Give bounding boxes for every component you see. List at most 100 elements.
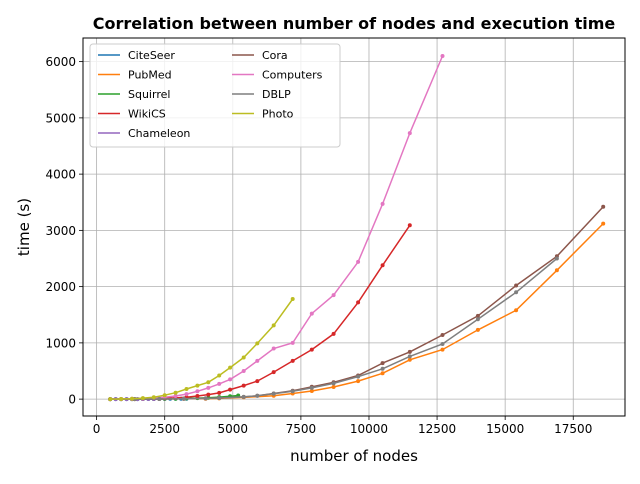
data-point-photo: [141, 396, 145, 400]
data-point-wikics: [242, 384, 246, 388]
legend-label-wikics: WikiCS: [128, 108, 166, 121]
data-point-photo: [291, 297, 295, 301]
data-point-computers: [310, 312, 314, 316]
data-point-cora: [381, 361, 385, 365]
data-point-pubmed: [441, 348, 445, 352]
legend-label-chameleon: Chameleon: [128, 127, 190, 140]
data-point-computers: [217, 382, 221, 386]
data-point-wikics: [206, 393, 210, 397]
data-point-photo: [242, 356, 246, 360]
legend-label-pubmed: PubMed: [128, 69, 172, 82]
data-point-wikics: [332, 332, 336, 336]
data-point-photo: [152, 395, 156, 399]
data-point-wikics: [255, 379, 259, 383]
x-tick-label: 7500: [286, 422, 317, 436]
data-point-photo: [228, 366, 232, 370]
x-tick-label: 5000: [218, 422, 249, 436]
data-point-computers: [408, 131, 412, 135]
data-point-computers: [381, 202, 385, 206]
y-tick-label: 1000: [45, 336, 76, 350]
data-point-photo: [217, 374, 221, 378]
legend-label-computers: Computers: [262, 69, 323, 82]
x-tick-label: 0: [93, 422, 101, 436]
y-tick-label: 6000: [45, 55, 76, 69]
data-point-computers: [332, 293, 336, 297]
data-point-photo: [174, 391, 178, 395]
data-point-dblp: [356, 375, 360, 379]
data-point-wikics: [381, 263, 385, 267]
data-point-dblp: [291, 389, 295, 393]
legend-label-dblp: DBLP: [262, 88, 291, 101]
data-point-computers: [255, 359, 259, 363]
data-point-computers: [185, 392, 189, 396]
data-point-cora: [408, 350, 412, 354]
data-point-wikics: [310, 348, 314, 352]
data-point-pubmed: [332, 385, 336, 389]
data-point-wikics: [408, 223, 412, 227]
data-point-dblp: [157, 397, 161, 401]
data-point-dblp: [255, 394, 259, 398]
data-point-pubmed: [555, 268, 559, 272]
data-point-photo: [108, 397, 112, 401]
legend-label-cora: Cora: [262, 49, 288, 62]
y-axis-label: time (s): [15, 198, 33, 256]
data-point-computers: [242, 369, 246, 373]
data-point-photo: [195, 384, 199, 388]
data-point-dblp: [408, 354, 412, 358]
y-tick-label: 2000: [45, 280, 76, 294]
data-point-computers: [291, 341, 295, 345]
y-tick-label: 5000: [45, 111, 76, 125]
data-point-photo: [255, 341, 259, 345]
data-point-photo: [206, 380, 210, 384]
y-tick-label: 3000: [45, 224, 76, 238]
data-point-dblp: [332, 381, 336, 385]
data-point-dblp: [514, 290, 518, 294]
data-point-dblp: [441, 342, 445, 346]
data-point-cora: [441, 333, 445, 337]
data-point-computers: [206, 386, 210, 390]
data-point-dblp: [217, 396, 221, 400]
data-point-wikics: [356, 300, 360, 304]
data-point-dblp: [242, 395, 246, 399]
data-point-dblp: [310, 386, 314, 390]
data-point-computers: [272, 347, 276, 351]
data-point-computers: [356, 260, 360, 264]
legend: CiteSeerPubMedSquirrelWikiCSChameleonCor…: [90, 44, 340, 147]
data-point-dblp: [204, 396, 208, 400]
x-tick-label: 12500: [418, 422, 456, 436]
y-tick-label: 4000: [45, 168, 76, 182]
legend-label-photo: Photo: [262, 108, 294, 121]
x-tick-label: 10000: [350, 422, 388, 436]
data-point-cora: [601, 205, 605, 209]
data-point-dblp: [381, 367, 385, 371]
data-point-dblp: [182, 397, 186, 401]
data-point-pubmed: [356, 379, 360, 383]
data-point-pubmed: [381, 371, 385, 375]
data-point-wikics: [195, 394, 199, 398]
chart-title: Correlation between number of nodes and …: [93, 14, 616, 33]
data-point-photo: [272, 323, 276, 327]
x-axis-label: number of nodes: [290, 447, 418, 465]
data-point-computers: [441, 54, 445, 58]
y-tick-label: 0: [68, 393, 76, 407]
data-point-wikics: [272, 370, 276, 374]
data-point-photo: [185, 387, 189, 391]
data-point-photo: [130, 397, 134, 401]
data-point-photo: [119, 397, 123, 401]
data-point-computers: [195, 389, 199, 393]
data-point-pubmed: [601, 222, 605, 226]
x-tick-label: 17500: [554, 422, 592, 436]
data-point-wikics: [217, 391, 221, 395]
data-point-dblp: [272, 392, 276, 396]
data-point-wikics: [228, 388, 232, 392]
data-point-pubmed: [514, 308, 518, 312]
x-tick-label: 2500: [149, 422, 180, 436]
legend-label-squirrel: Squirrel: [128, 88, 170, 101]
data-point-photo: [163, 393, 167, 397]
data-point-cora: [514, 284, 518, 288]
x-tick-label: 15000: [486, 422, 524, 436]
data-point-pubmed: [476, 328, 480, 332]
data-point-dblp: [476, 317, 480, 321]
